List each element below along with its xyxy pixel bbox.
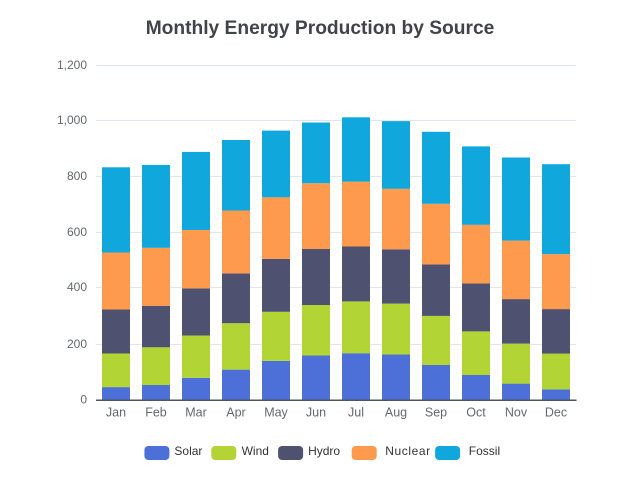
svg-text:Fossil: Fossil (469, 444, 500, 458)
svg-text:Sep: Sep (425, 406, 447, 420)
svg-text:1,200: 1,200 (57, 58, 87, 72)
svg-text:Nov: Nov (505, 406, 528, 420)
svg-text:Mar: Mar (185, 406, 207, 420)
svg-text:Aug: Aug (385, 406, 407, 420)
svg-text:600: 600 (67, 225, 87, 239)
svg-text:Dec: Dec (545, 406, 567, 420)
svg-text:200: 200 (67, 337, 87, 351)
svg-text:Solar: Solar (174, 444, 202, 458)
svg-text:Monthly Energy Production by S: Monthly Energy Production by Source (146, 18, 495, 39)
svg-text:1,000: 1,000 (57, 113, 87, 127)
svg-text:0: 0 (80, 392, 87, 406)
svg-text:Wind: Wind (242, 444, 269, 458)
svg-text:Oct: Oct (466, 406, 486, 420)
svg-text:Hydro: Hydro (308, 444, 340, 458)
svg-text:Apr: Apr (226, 406, 245, 420)
svg-text:Jan: Jan (106, 406, 126, 420)
svg-text:May: May (264, 406, 288, 420)
svg-text:400: 400 (67, 280, 87, 294)
svg-text:Nuclear: Nuclear (385, 444, 431, 458)
svg-text:Jul: Jul (348, 406, 364, 420)
svg-text:800: 800 (67, 169, 87, 183)
svg-text:Feb: Feb (145, 406, 167, 420)
svg-text:Jun: Jun (306, 406, 326, 420)
